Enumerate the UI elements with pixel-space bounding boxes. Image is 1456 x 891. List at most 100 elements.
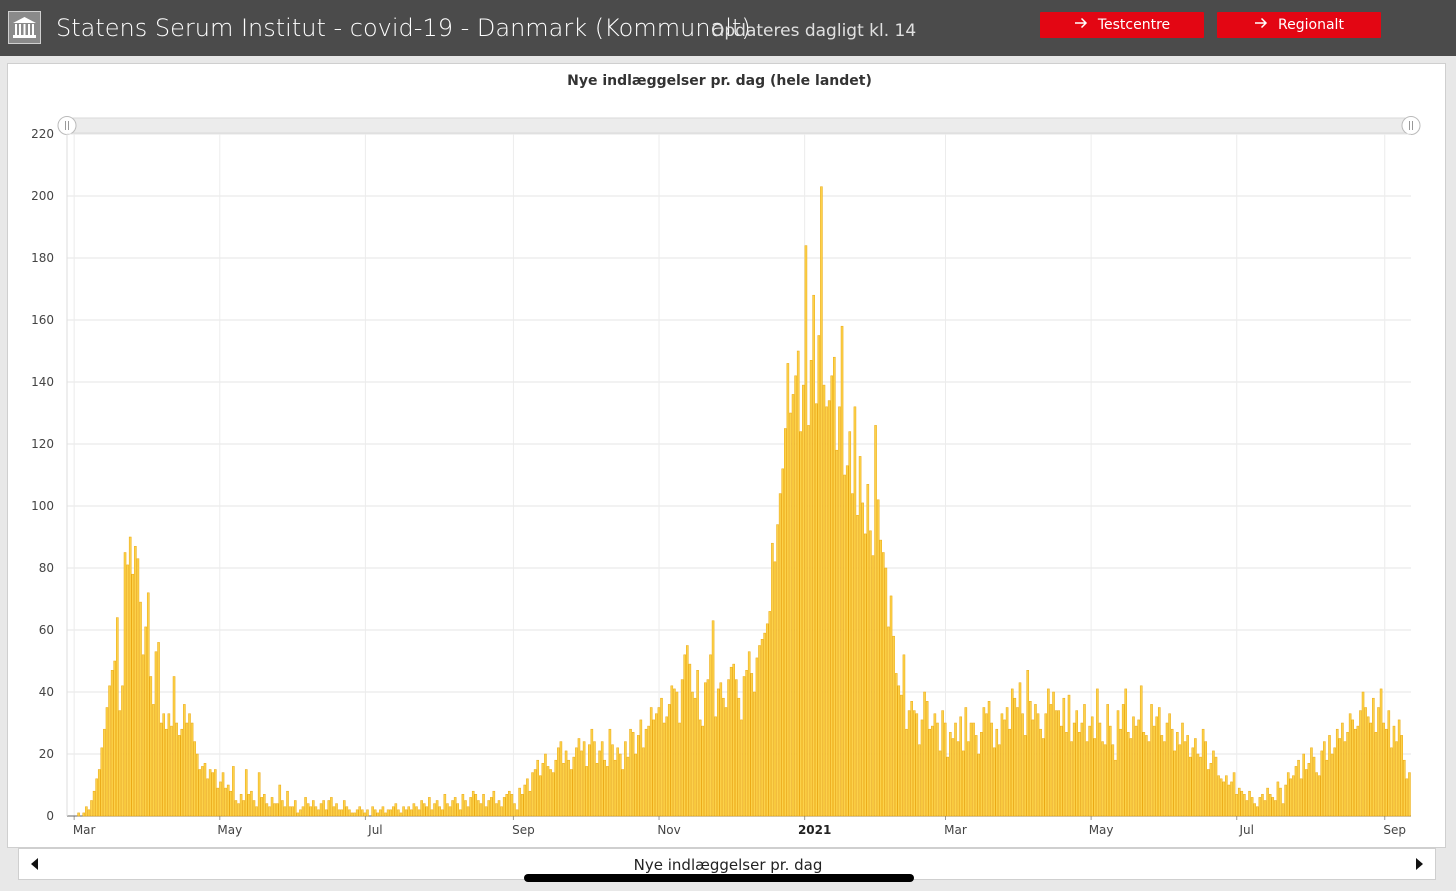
bar [170,725,173,817]
bar [448,806,452,817]
range-handle-start[interactable] [57,116,77,135]
bar [951,738,955,817]
bar [415,806,418,817]
bar [631,732,635,817]
bar [1029,701,1032,817]
bar [1271,797,1275,817]
bar [304,797,307,817]
bar [567,759,570,817]
triangle-left-icon[interactable] [31,858,38,870]
bar [902,654,906,817]
bar [1351,719,1354,817]
bar [1026,670,1030,817]
bar [719,682,723,817]
bar [706,679,710,817]
bar [1147,741,1151,817]
bar [897,685,901,817]
bar [77,812,80,817]
bar [998,744,1001,817]
bar [1343,741,1347,817]
bar [683,654,686,817]
bar [345,806,349,817]
bar [1397,719,1401,817]
bar [1178,744,1182,817]
bar [732,663,735,817]
bar [572,756,576,817]
bar [1240,790,1244,817]
bar [915,713,919,817]
bar [765,623,769,817]
bar [606,766,609,817]
testcentre-button[interactable]: Testcentre [1040,12,1204,38]
bar [1168,713,1171,817]
bar [985,713,988,817]
bar [580,750,583,817]
bar [353,812,356,817]
bar [838,406,841,817]
bar [827,400,831,817]
bar [729,666,733,817]
bar [139,601,142,817]
bar [649,707,653,817]
bar [1067,694,1071,817]
range-handle-end[interactable] [1401,116,1421,135]
bar [907,710,911,817]
bar [866,484,870,817]
bar [701,725,705,817]
bar [771,542,774,817]
bar [722,697,725,817]
bar [322,800,325,817]
bar [621,769,625,817]
bar [422,803,426,817]
bar [1194,738,1197,817]
bar [92,790,96,817]
institute-building-icon[interactable] [8,11,41,44]
bar [531,772,534,817]
bar [1137,719,1140,817]
bar [428,797,431,817]
bar [533,769,537,817]
y-tick-label: 180 [31,251,54,265]
bar [660,697,663,817]
bar [662,722,666,817]
bar [1214,756,1218,817]
regionalt-button[interactable]: Regionalt [1217,12,1381,38]
bar [1225,775,1228,817]
bar [941,710,944,817]
bar [634,753,637,817]
bar [820,186,823,817]
bar [226,784,230,817]
bar [802,384,805,817]
bar [920,719,924,817]
bar [459,809,462,817]
bar [250,790,253,817]
bar [657,707,661,817]
bar [224,787,227,817]
bar [1013,697,1017,817]
triangle-right-icon[interactable] [1416,858,1423,870]
bar [851,493,854,817]
bar [1132,716,1135,817]
bar [871,555,875,817]
bar [760,639,764,817]
bar [275,803,279,817]
bar [544,753,547,817]
bar [716,688,720,817]
bar [1101,741,1104,817]
bar [737,697,741,817]
bar [918,744,921,817]
bar [964,707,968,817]
bar [193,741,196,817]
bar [1090,716,1094,817]
bar [201,766,204,817]
bar [1325,759,1329,817]
bar [1075,710,1079,817]
bar [1222,781,1226,817]
y-tick-label: 40 [39,685,54,699]
bar [995,728,999,817]
bar [822,384,826,817]
bar [412,803,416,817]
bar [273,803,276,817]
bar [704,682,707,817]
bar [835,449,839,817]
